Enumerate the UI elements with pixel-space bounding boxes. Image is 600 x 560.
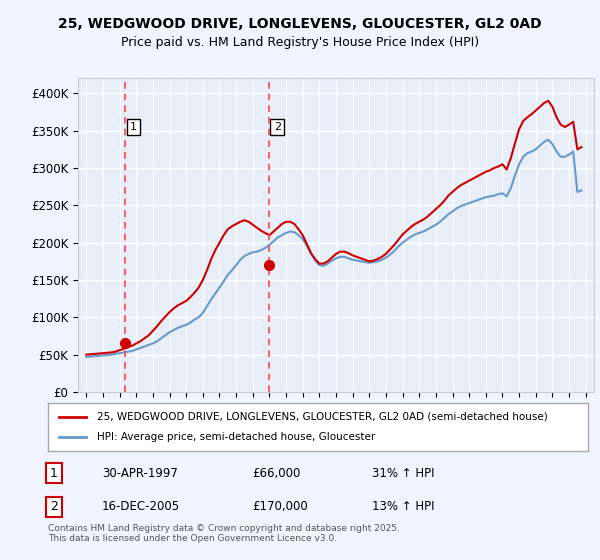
Text: 25, WEDGWOOD DRIVE, LONGLEVENS, GLOUCESTER, GL2 0AD (semi-detached house): 25, WEDGWOOD DRIVE, LONGLEVENS, GLOUCEST… — [97, 412, 547, 422]
Text: Price paid vs. HM Land Registry's House Price Index (HPI): Price paid vs. HM Land Registry's House … — [121, 36, 479, 49]
Text: 2: 2 — [274, 122, 281, 132]
Text: 13% ↑ HPI: 13% ↑ HPI — [372, 500, 434, 514]
Text: HPI: Average price, semi-detached house, Gloucester: HPI: Average price, semi-detached house,… — [97, 432, 375, 442]
Text: 1: 1 — [130, 122, 137, 132]
Text: 1: 1 — [50, 466, 58, 480]
Text: Contains HM Land Registry data © Crown copyright and database right 2025.
This d: Contains HM Land Registry data © Crown c… — [48, 524, 400, 543]
Text: £170,000: £170,000 — [252, 500, 308, 514]
Text: 30-APR-1997: 30-APR-1997 — [102, 466, 178, 480]
Text: 2: 2 — [50, 500, 58, 514]
Text: 31% ↑ HPI: 31% ↑ HPI — [372, 466, 434, 480]
Text: 25, WEDGWOOD DRIVE, LONGLEVENS, GLOUCESTER, GL2 0AD: 25, WEDGWOOD DRIVE, LONGLEVENS, GLOUCEST… — [58, 17, 542, 31]
Text: 16-DEC-2005: 16-DEC-2005 — [102, 500, 180, 514]
Text: £66,000: £66,000 — [252, 466, 301, 480]
